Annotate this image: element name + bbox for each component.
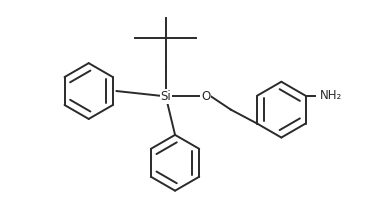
Text: NH₂: NH₂: [320, 89, 342, 102]
Text: Si: Si: [160, 90, 171, 103]
Text: O: O: [201, 90, 210, 103]
